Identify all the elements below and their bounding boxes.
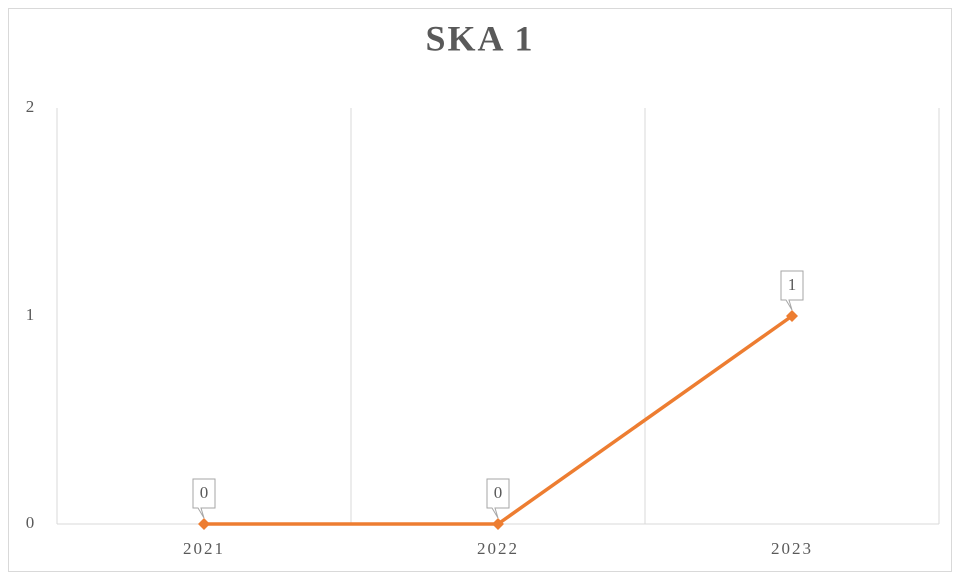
data-label: 1 — [788, 275, 797, 294]
y-tick-label: 2 — [26, 97, 35, 116]
data-label-box — [486, 478, 510, 519]
y-tick-label: 0 — [26, 513, 35, 532]
chart-title: SKA 1 — [425, 18, 534, 58]
data-label: 0 — [200, 483, 209, 502]
data-label: 0 — [494, 483, 503, 502]
marker — [786, 310, 798, 322]
x-tick-label: 2023 — [771, 539, 813, 558]
x-tick-label: 2021 — [183, 539, 225, 558]
marker — [198, 518, 210, 530]
data-label-box — [192, 478, 216, 519]
y-tick-label: 1 — [26, 305, 35, 324]
data-label-box — [780, 270, 804, 311]
x-tick-label: 2022 — [477, 539, 519, 558]
chart-border — [8, 8, 952, 572]
marker — [492, 518, 504, 530]
